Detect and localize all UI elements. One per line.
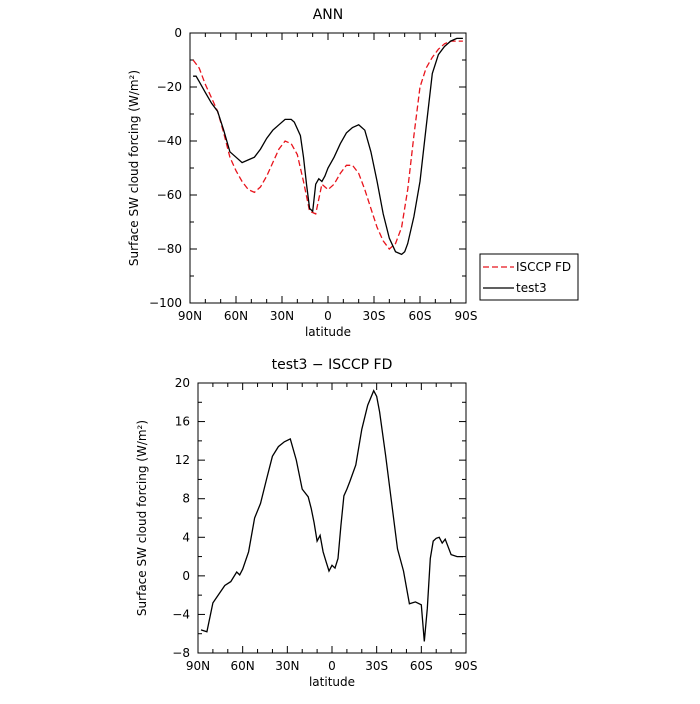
y-tick-label: 4 [182,530,190,544]
y-tick-label: −4 [172,607,190,621]
x-tick-label: 90S [455,659,478,673]
x-tick-label: 60N [224,309,248,323]
x-tick-label: 0 [328,659,336,673]
x-axis-label: latitude [305,325,351,339]
x-tick-label: 90S [455,309,478,323]
y-tick-label: 16 [175,415,190,429]
x-tick-label: 30N [270,309,294,323]
chart-bottom: test3 − ISCCP FD 90N 60N 30N 0 30S 60S 90S 20 16 1… [135,357,477,689]
x-tick-label: 60S [409,309,432,323]
x-tick-label: 30S [363,309,386,323]
legend-label: test3 [516,281,547,295]
y-tick-label: −20 [157,80,182,94]
x-tick-label: 30N [275,659,299,673]
x-axis-label: latitude [309,675,355,689]
y-axis-label: Surface SW cloud forcing (W/m²) [135,420,149,616]
y-tick-label: 0 [182,569,190,583]
legend-box [479,253,579,301]
y-tick-label: 20 [175,376,190,390]
y-tick-label: 12 [175,453,190,467]
y-tick-label: −8 [172,646,190,660]
x-tick-label: 30S [365,659,388,673]
y-tick-label: 0 [174,26,182,40]
series-line-0 [200,389,463,642]
x-tick-label: 90N [178,309,202,323]
chart-title: ANN [313,7,344,23]
series-line-0 [192,40,463,250]
y-axis-label: Surface SW cloud forcing (W/m²) [127,70,141,266]
plot-frame [197,382,467,654]
x-tick-label: 90N [186,659,210,673]
x-tick-label: 60N [231,659,255,673]
chart-title: test3 − ISCCP FD [272,357,393,373]
y-tick-label: −60 [157,188,182,202]
y-tick-label: −80 [157,242,182,256]
y-tick-label: 8 [182,492,190,506]
x-tick-label: 0 [324,309,332,323]
y-tick-label: −40 [157,134,182,148]
series-line-1 [193,37,463,256]
x-tick-label: 60S [410,659,433,673]
chart-top: ANN 90N 60N 30N 0 30S 60S 90S 0 −20 −40 −60 −80 −100 l… [127,7,579,339]
legend-label: ISCCP FD [516,260,571,274]
y-tick-label: −100 [149,296,182,310]
